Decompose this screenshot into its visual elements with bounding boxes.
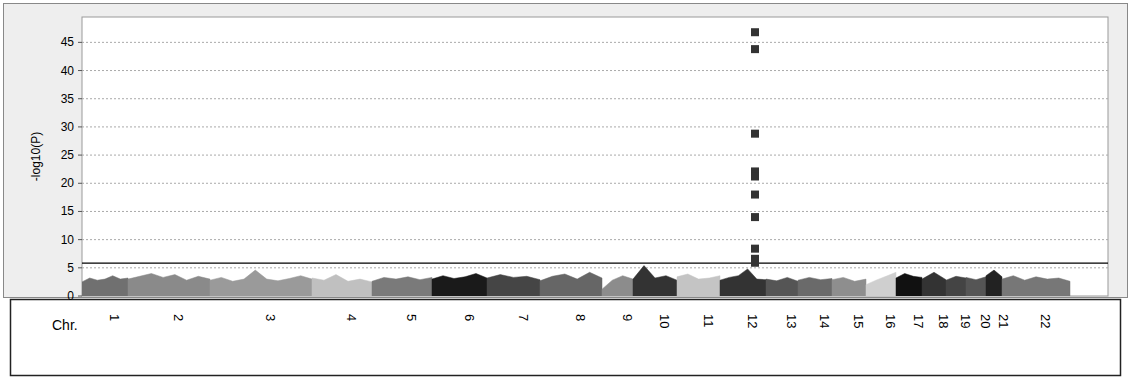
grid-line <box>82 183 1108 184</box>
chromosome-band <box>487 275 540 296</box>
chromosome-band <box>766 277 798 296</box>
chromosome-label: 12 <box>745 314 760 328</box>
tick-mark <box>78 296 82 297</box>
grid-line <box>82 267 1108 268</box>
chromosome-label: 18 <box>936 314 951 328</box>
tick-mark <box>78 42 82 43</box>
chromosome-label: 20 <box>978 314 993 328</box>
tick-label: 0 <box>67 289 74 303</box>
chromosome-band <box>633 266 677 296</box>
chromosome-label: 8 <box>573 314 588 321</box>
chromosome-band <box>866 272 896 296</box>
chromosome-label: 14 <box>817 314 832 328</box>
tick-mark <box>78 183 82 184</box>
chromosome-band <box>432 274 487 297</box>
tick-mark <box>78 239 82 240</box>
chromosome-label: 6 <box>462 314 477 321</box>
grid-line <box>82 239 1108 240</box>
snp-point <box>751 28 759 36</box>
chromosome-label: 10 <box>657 314 672 328</box>
tick-label: 15 <box>61 204 75 218</box>
tick-mark <box>78 267 82 268</box>
top-panel <box>4 4 1128 298</box>
threshold-line <box>82 262 1108 263</box>
chromosome-label: 17 <box>911 314 926 328</box>
chromosome-band <box>832 277 866 296</box>
chromosome-label: 4 <box>344 314 359 321</box>
chromosome-label: 5 <box>404 314 419 321</box>
chromosome-label: 13 <box>784 314 799 328</box>
chromosome-label: 3 <box>263 314 278 321</box>
snp-point <box>751 173 759 181</box>
chromosome-band <box>210 270 312 296</box>
chromosome-label: 19 <box>958 314 973 328</box>
chromosome-label: 7 <box>516 314 531 321</box>
chromosome-band <box>1002 276 1070 296</box>
grid-line <box>82 42 1108 43</box>
chart: 051015202530354045-log10(P)Chr.123456789… <box>0 0 1131 380</box>
grid-line <box>82 211 1108 212</box>
tick-label: 10 <box>61 233 75 247</box>
chromosome-label: 15 <box>851 314 866 328</box>
y-axis-label: -log10(P) <box>29 132 43 181</box>
chromosome-band <box>986 270 1002 296</box>
tick-mark <box>78 211 82 212</box>
chromosome-band <box>798 277 832 296</box>
x-axis-label: Chr. <box>52 317 78 333</box>
snp-point <box>751 130 759 138</box>
chromosome-band <box>720 269 766 296</box>
snp-point <box>751 191 759 199</box>
label-panel <box>11 300 1121 376</box>
chromosome-label: 11 <box>701 314 716 328</box>
tick-label: 35 <box>61 92 75 106</box>
tick-mark <box>78 70 82 71</box>
chromosome-label: 21 <box>996 314 1011 328</box>
chromosome-band <box>896 274 922 297</box>
grid-line <box>82 126 1108 127</box>
snp-point <box>751 259 759 267</box>
tick-label: 45 <box>61 35 75 49</box>
snp-point <box>751 213 759 221</box>
tick-mark <box>78 155 82 156</box>
chromosome-label: 2 <box>171 314 186 321</box>
snp-point <box>751 245 759 253</box>
tick-label: 40 <box>61 64 75 78</box>
chromosome-label: 16 <box>883 314 898 328</box>
chromosome-label: 9 <box>620 314 635 321</box>
chromosome-band <box>312 275 372 296</box>
chromosome-band <box>946 276 966 296</box>
chromosome-band <box>602 276 633 296</box>
chromosome-label: 1 <box>107 314 122 321</box>
tick-mark <box>78 98 82 99</box>
grid-line <box>82 98 1108 99</box>
chromosome-band <box>540 272 602 296</box>
snp-point <box>751 45 759 53</box>
marks <box>82 28 1108 296</box>
chromosome-label: 22 <box>1038 314 1053 328</box>
tick-label: 30 <box>61 120 75 134</box>
grid-line <box>82 70 1108 71</box>
tick-label: 5 <box>67 261 74 275</box>
tick-mark <box>78 126 82 127</box>
tick-label: 20 <box>61 176 75 190</box>
chromosome-band <box>128 274 210 297</box>
chromosome-band <box>372 277 432 296</box>
chromosome-band <box>966 277 986 296</box>
chromosome-band <box>677 274 720 296</box>
grid-line <box>82 155 1108 156</box>
chromosome-band <box>922 272 946 296</box>
plot-area <box>82 17 1108 296</box>
chromosome-band <box>82 276 128 296</box>
tick-label: 25 <box>61 148 75 162</box>
